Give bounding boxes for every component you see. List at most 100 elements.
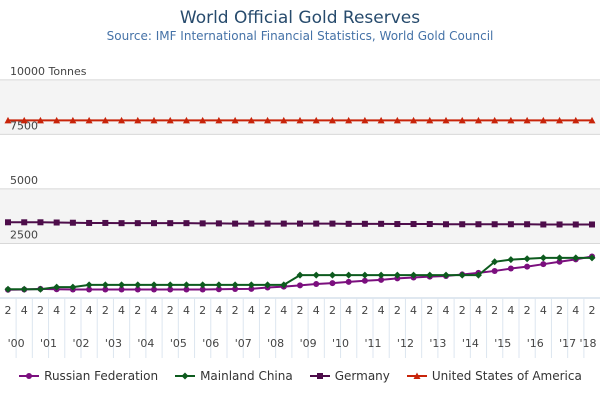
data-point (85, 116, 93, 124)
data-point (539, 254, 547, 262)
data-point (491, 267, 498, 274)
x-year-label: '06 (202, 337, 219, 350)
x-year-label: '13 (429, 337, 446, 350)
x-sub-tick-label: 4 (572, 304, 579, 317)
data-point (134, 286, 141, 293)
data-point (572, 221, 579, 228)
x-year-label: '12 (397, 337, 414, 350)
legend-item[interactable]: United States of America (406, 369, 582, 383)
data-point (410, 271, 418, 279)
data-point (53, 116, 61, 124)
data-point (523, 255, 531, 263)
chart-title: World Official Gold Reserves (179, 8, 421, 28)
data-point (393, 271, 401, 279)
x-year-label: '02 (72, 337, 89, 350)
data-point (134, 116, 142, 124)
x-sub-tick-label: 2 (37, 304, 44, 317)
data-point (232, 220, 239, 227)
data-point (394, 221, 401, 228)
data-point (524, 221, 531, 228)
data-point (296, 116, 304, 124)
plot-band (0, 188, 600, 244)
legend-label: Russian Federation (44, 369, 159, 383)
data-point (507, 221, 514, 228)
data-point (69, 116, 77, 124)
data-point (361, 271, 369, 279)
data-point (134, 220, 141, 227)
data-point (556, 221, 563, 228)
chart-subtitle: Source: IMF International Financial Stat… (106, 29, 494, 43)
x-sub-tick-label: 4 (443, 304, 450, 317)
data-point (491, 116, 499, 124)
plot-band (0, 79, 600, 135)
data-point (118, 116, 126, 124)
data-point (231, 281, 239, 289)
x-year-label: '14 (462, 337, 479, 350)
data-point (297, 220, 303, 227)
data-point (247, 281, 255, 289)
plot-bands (0, 79, 600, 244)
series-united-states-of-america (4, 116, 596, 124)
data-point (53, 219, 60, 226)
data-point (215, 281, 223, 289)
x-year-label: '01 (40, 337, 57, 350)
data-point (101, 116, 109, 124)
data-point (393, 116, 401, 124)
data-point (556, 254, 564, 262)
data-point (215, 116, 223, 124)
data-point (215, 220, 222, 227)
data-point (199, 281, 207, 289)
data-point (20, 116, 28, 124)
data-point (426, 221, 433, 228)
data-point (20, 285, 28, 293)
data-point (556, 258, 563, 265)
data-point (297, 282, 303, 289)
circle-marker-icon (19, 373, 40, 379)
data-point (361, 220, 368, 227)
x-sub-tick-label: 2 (329, 304, 336, 317)
data-point (313, 281, 320, 288)
legend-item[interactable]: Russian Federation (18, 369, 158, 383)
x-year-label: '03 (105, 337, 122, 350)
data-point (232, 286, 239, 293)
series-mainland-china (4, 254, 596, 293)
x-sub-tick-label: 4 (475, 304, 482, 317)
x-sub-tick-label: 4 (410, 304, 417, 317)
legend-item[interactable]: Mainland China (174, 369, 293, 383)
data-point (118, 286, 125, 293)
x-sub-tick-label: 2 (459, 304, 466, 317)
data-point (524, 263, 531, 270)
data-point (4, 285, 12, 293)
data-point (523, 116, 531, 124)
x-sub-tick-label: 4 (345, 304, 352, 317)
legend-item[interactable]: Germany (309, 369, 390, 383)
x-sub-tick-label: 2 (102, 304, 109, 317)
data-point (539, 116, 547, 124)
data-point (4, 116, 12, 124)
data-point (280, 116, 288, 124)
x-sub-tick-label: 2 (556, 304, 563, 317)
data-point (248, 220, 255, 227)
data-point (491, 221, 498, 228)
x-year-label: '17 (559, 337, 576, 350)
series-russian-federation (5, 253, 595, 293)
data-point (556, 116, 564, 124)
data-point (345, 116, 353, 124)
grid-lines (0, 79, 600, 244)
data-point (199, 286, 206, 293)
data-point (588, 254, 596, 262)
x-sub-tick-label: 4 (280, 304, 287, 317)
data-point (21, 219, 28, 226)
x-sub-tick-label: 4 (118, 304, 125, 317)
data-point (329, 280, 336, 287)
data-point (377, 271, 385, 279)
data-point (150, 281, 158, 289)
x-sub-tick-label: 4 (151, 304, 158, 317)
data-point (86, 219, 93, 226)
y-tick-label: 10000 Tonnes (10, 65, 87, 78)
square-marker-icon (309, 373, 330, 379)
data-point (296, 271, 304, 279)
data-point (86, 286, 93, 293)
x-year-label: '07 (235, 337, 252, 350)
data-point (151, 220, 157, 227)
